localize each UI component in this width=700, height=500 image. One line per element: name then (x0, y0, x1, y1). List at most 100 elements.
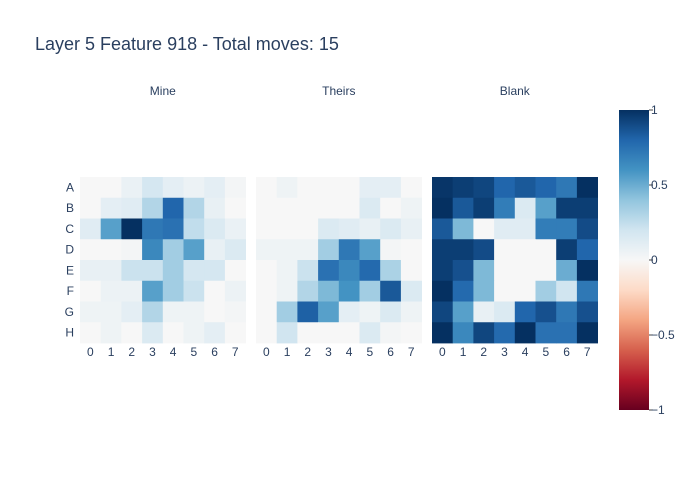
heatmap-cell (224, 260, 246, 282)
heatmap-cell (256, 197, 278, 219)
heatmap-cell (514, 218, 536, 240)
heatmap-cell (204, 177, 226, 199)
heatmap-cell (494, 280, 516, 302)
heatmap-cell (204, 260, 226, 282)
heatmap-cell (473, 260, 495, 282)
heatmap-cell (535, 218, 557, 240)
heatmap-cell (297, 177, 319, 199)
heatmap-cell (514, 280, 536, 302)
x-tick-label: 5 (543, 345, 550, 359)
x-tick-label: 5 (191, 345, 198, 359)
heatmap-cell (224, 322, 246, 344)
heatmap-cell (535, 322, 557, 344)
heatmap-cell (576, 260, 598, 282)
heatmap-cell (100, 239, 122, 261)
heatmap-cell (556, 260, 578, 282)
heatmap-cell (452, 301, 474, 323)
heatmap-cell (121, 218, 143, 240)
heatmap-cell (183, 322, 205, 344)
heatmap-cell (256, 260, 278, 282)
heatmap-cell (100, 301, 122, 323)
heatmap-cell (80, 197, 102, 219)
heatmap-cell (556, 280, 578, 302)
heatmap-cell (556, 239, 578, 261)
x-tick-label: 5 (367, 345, 374, 359)
heatmap-cell (359, 239, 381, 261)
x-tick-label: 6 (211, 345, 218, 359)
heatmap-cell (359, 177, 381, 199)
x-tick-label: 4 (170, 345, 177, 359)
heatmap-cell (162, 177, 184, 199)
heatmap-cell (100, 280, 122, 302)
heatmap-cell (576, 239, 598, 261)
heatmap-cell (514, 301, 536, 323)
heatmap-cell (576, 177, 598, 199)
x-tick-label: 0 (439, 345, 446, 359)
heatmap-cell (338, 280, 360, 302)
heatmap-cell (276, 218, 298, 240)
heatmap-cell (380, 239, 402, 261)
heatmap-cell (494, 239, 516, 261)
heatmap-cell (100, 260, 122, 282)
heatmap-cell (380, 177, 402, 199)
heatmap-cell (359, 280, 381, 302)
chart-title: Layer 5 Feature 918 - Total moves: 15 (35, 34, 339, 54)
heatmap-cell (318, 218, 340, 240)
heatmap-cell (338, 301, 360, 323)
heatmap-cell (452, 177, 474, 199)
heatmap-cell (318, 239, 340, 261)
heatmap-cell (556, 177, 578, 199)
heatmap-cell (183, 260, 205, 282)
heatmap-cell (297, 280, 319, 302)
x-tick-label: 3 (149, 345, 156, 359)
heatmap-cell (432, 260, 454, 282)
heatmap-cell (100, 218, 122, 240)
heatmap-cell (514, 177, 536, 199)
heatmap-cell (256, 177, 278, 199)
heatmap-cell (452, 280, 474, 302)
heatmap-cell (121, 301, 143, 323)
heatmap-cell (121, 322, 143, 344)
heatmap-cell (256, 280, 278, 302)
heatmap-cell (494, 260, 516, 282)
heatmap-cell (183, 177, 205, 199)
heatmap-cell (400, 218, 422, 240)
x-tick-label: 2 (304, 345, 311, 359)
heatmap-cell (80, 218, 102, 240)
heatmap-cell (162, 197, 184, 219)
heatmap-cell (535, 177, 557, 199)
heatmap-cell (142, 280, 164, 302)
y-tick-label: H (65, 326, 74, 340)
heatmap-cell (256, 322, 278, 344)
heatmap-cell (276, 322, 298, 344)
heatmap-cell (297, 322, 319, 344)
heatmap-cell (183, 280, 205, 302)
x-tick-label: 1 (460, 345, 467, 359)
colorbar-tick-label: 0 (651, 253, 658, 267)
heatmap-cell (224, 177, 246, 199)
x-tick-label: 7 (232, 345, 239, 359)
heatmap-cell (556, 322, 578, 344)
heatmap-cell (338, 260, 360, 282)
heatmap-cell (142, 239, 164, 261)
heatmap-cell (576, 218, 598, 240)
y-tick-label: F (67, 284, 74, 298)
heatmap-cell (473, 197, 495, 219)
heatmap-cell (80, 322, 102, 344)
heatmap-cell (400, 197, 422, 219)
heatmap-cell (318, 301, 340, 323)
heatmap-cell (162, 218, 184, 240)
heatmap-cell (256, 239, 278, 261)
colorbar-tick-label: 0.5 (651, 178, 668, 192)
x-tick-label: 6 (387, 345, 394, 359)
colorbar-tick-label: 1 (651, 103, 658, 117)
heatmap-cell (452, 260, 474, 282)
heatmap-cell (359, 260, 381, 282)
heatmap-cell (432, 197, 454, 219)
heatmap-cell (494, 301, 516, 323)
heatmap-cell (142, 322, 164, 344)
heatmap-cell (204, 197, 226, 219)
